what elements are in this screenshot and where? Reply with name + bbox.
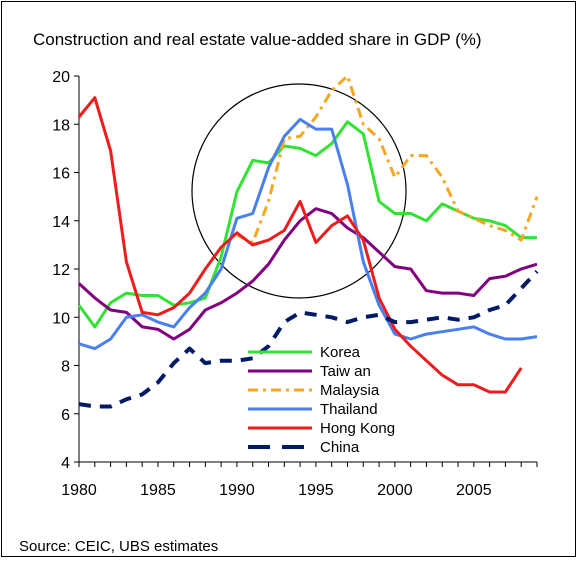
x-tick-label: 1995 [298, 482, 334, 499]
legend-label: Hong Kong [320, 420, 395, 437]
y-tick-label: 20 [52, 69, 70, 86]
y-tick-label: 12 [52, 262, 70, 279]
y-tick-label: 8 [61, 359, 70, 376]
highlight-circle [191, 83, 407, 299]
x-tick-label: 1980 [61, 482, 97, 499]
series-line-thailand [78, 117, 538, 351]
legend-label: Malaysia [320, 382, 380, 399]
chart-title: Construction and real estate value-added… [33, 30, 482, 49]
x-tick-label: 2000 [377, 482, 413, 499]
y-tick-label: 4 [61, 455, 70, 472]
legend-label: China [320, 439, 360, 456]
x-tick-label: 2005 [456, 482, 492, 499]
y-tick-label: 10 [52, 310, 70, 327]
legend-label: Korea [320, 344, 361, 361]
y-tick-label: 16 [52, 166, 70, 183]
y-tick-label: 14 [52, 214, 70, 231]
legend-label: Thailand [320, 401, 378, 418]
series-line-malaysia [236, 74, 539, 244]
y-tick-label: 18 [52, 117, 70, 134]
series-line-hong-kong [77, 96, 523, 394]
legend-label: Taiw an [320, 363, 371, 380]
y-tick-label: 6 [61, 407, 70, 424]
x-tick-label: 1990 [219, 482, 255, 499]
series-line-taiw-an [77, 207, 538, 341]
source-note: Source: CEIC, UBS estimates [19, 538, 219, 555]
x-tick-label: 1985 [140, 482, 176, 499]
series-line-china [78, 270, 539, 409]
